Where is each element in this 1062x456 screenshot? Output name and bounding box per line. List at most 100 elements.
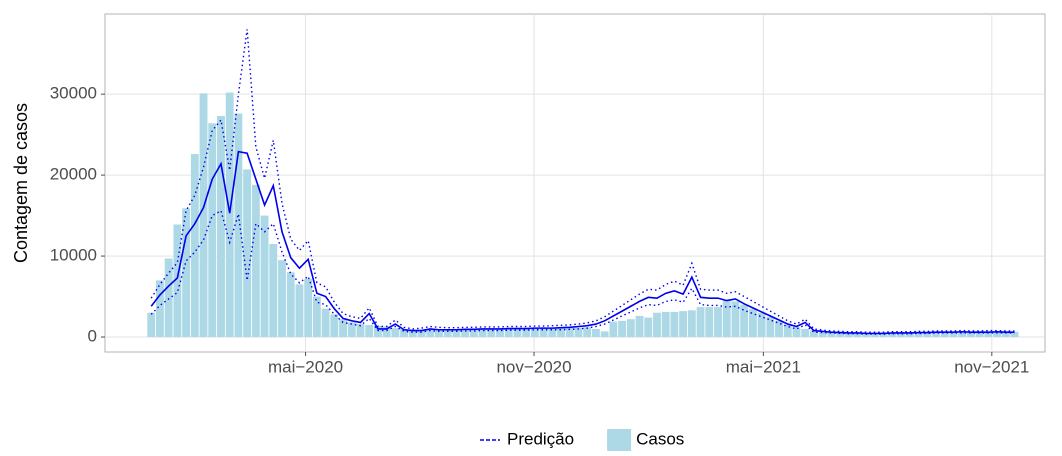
bar: [661, 311, 670, 338]
prediction-line: [150, 150, 1015, 335]
bar: [766, 316, 775, 338]
bar: [966, 332, 975, 338]
bar: [461, 329, 470, 338]
x-tick-label: mai−2020: [268, 357, 343, 376]
bar: [670, 311, 679, 338]
bar: [156, 280, 164, 338]
x-tick-label: nov−2020: [496, 357, 571, 376]
bar: [775, 320, 783, 338]
bar: [199, 93, 208, 338]
bar: [391, 328, 400, 338]
bar: [801, 328, 810, 338]
bar: [382, 326, 391, 338]
bar: [783, 324, 792, 338]
bar: [714, 307, 722, 338]
bar: [504, 328, 513, 338]
bar: [496, 328, 504, 338]
bar: [975, 332, 984, 338]
bar: [722, 299, 731, 338]
y-tick-label: 20000: [50, 165, 97, 184]
bar: [339, 319, 347, 338]
bar: [347, 322, 356, 338]
bar: [827, 332, 836, 338]
bar: [408, 329, 417, 338]
bar: [871, 333, 879, 338]
bar: [173, 224, 182, 338]
bar: [295, 284, 304, 338]
bar: [888, 333, 897, 338]
y-tick-label: 30000: [50, 84, 97, 103]
bar: [696, 307, 705, 338]
bar: [469, 329, 478, 338]
bar: [757, 312, 766, 338]
bar: [400, 328, 409, 338]
bar: [443, 329, 452, 338]
bar: [251, 184, 260, 338]
interval-line: [150, 29, 1015, 333]
bar: [862, 333, 871, 338]
bar: [940, 332, 949, 338]
legend-label: Predição: [507, 429, 574, 448]
bar: [426, 328, 435, 338]
bar: [679, 311, 688, 338]
bar: [836, 332, 845, 338]
bar: [330, 314, 339, 338]
bar: [539, 328, 548, 338]
bar: [993, 332, 1001, 338]
bar: [243, 169, 252, 338]
bar: [234, 113, 243, 338]
bar: [583, 327, 592, 338]
bar: [792, 327, 801, 338]
x-tick-label: mai−2021: [726, 357, 801, 376]
interval-line: [150, 209, 1015, 335]
bar: [644, 317, 653, 338]
bar: [618, 320, 627, 338]
bar: [164, 258, 173, 338]
bar: [740, 304, 749, 338]
bar: [844, 332, 853, 338]
bar: [897, 332, 906, 338]
bar: [565, 327, 574, 338]
bar: [600, 331, 609, 338]
bar: [810, 330, 818, 338]
bar: [513, 328, 522, 338]
bar: [731, 301, 740, 338]
bar: [452, 329, 461, 338]
bar: [818, 332, 827, 338]
bar: [548, 328, 557, 338]
bar: [278, 260, 286, 338]
bar: [530, 328, 539, 338]
bar: [653, 312, 661, 338]
bar: [286, 272, 295, 338]
bar: [190, 154, 199, 338]
bar: [435, 329, 443, 338]
y-tick-label: 0: [88, 327, 97, 346]
bar: [365, 324, 374, 338]
bar: [592, 328, 600, 338]
bar: [1010, 331, 1019, 338]
y-tick-label: 10000: [50, 246, 97, 265]
legend-key: [607, 429, 632, 451]
bar: [374, 325, 382, 338]
bar: [914, 332, 923, 338]
bar: [557, 328, 565, 338]
bar: [635, 315, 644, 338]
bar: [984, 331, 993, 338]
bar: [304, 278, 313, 338]
bar: [932, 332, 940, 338]
bar: [609, 321, 618, 338]
bar: [949, 332, 958, 338]
bar: [705, 307, 714, 338]
bar: [687, 310, 696, 338]
bar: [417, 329, 426, 338]
bar: [853, 333, 862, 338]
bar: [574, 327, 583, 338]
bar: [321, 308, 330, 338]
bar: [208, 123, 217, 338]
bar: [1001, 332, 1010, 338]
bar: [958, 332, 967, 338]
bar: [312, 296, 321, 338]
legend-label: Casos: [636, 429, 684, 448]
bar: [225, 92, 234, 338]
bar: [478, 328, 487, 338]
